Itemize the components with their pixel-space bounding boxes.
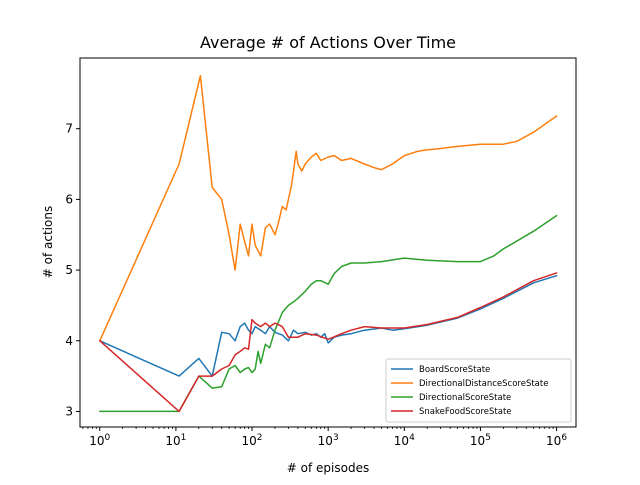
x-tick-exponent: 5 — [485, 433, 491, 443]
x-tick-base: 10 — [470, 434, 485, 448]
y-tick-label: 4 — [65, 334, 73, 348]
x-tick-label: 102 — [242, 433, 263, 448]
series-line-1 — [99, 74, 558, 342]
plot-lines — [99, 74, 558, 413]
x-axis-ticks: 100 101 102 103 104 105 106 — [82, 427, 567, 448]
y-tick-label: 6 — [65, 192, 73, 206]
legend-label-snake-food: SnakeFoodScoreState — [419, 407, 512, 417]
y-axis-ticks: 3 4 5 6 7 — [65, 122, 80, 418]
y-axis-label: # of actions — [41, 206, 55, 278]
x-tick-base: 10 — [165, 434, 180, 448]
x-tick-exponent: 3 — [333, 433, 339, 443]
x-tick-label: 106 — [546, 433, 567, 448]
series-line-3 — [99, 272, 558, 413]
legend-box — [385, 358, 572, 423]
series-line-0 — [99, 274, 558, 377]
chart-title: Average # of Actions Over Time — [200, 33, 456, 52]
x-tick-exponent: 0 — [105, 433, 111, 443]
legend-label-directional: DirectionalScoreState — [419, 393, 511, 403]
x-tick-base: 10 — [394, 434, 409, 448]
legend-label-board: BoardScoreState — [419, 365, 490, 375]
x-tick-exponent: 6 — [561, 433, 567, 443]
y-tick-label: 7 — [65, 122, 73, 136]
series-line-2 — [99, 214, 558, 413]
y-tick-label: 5 — [65, 263, 73, 277]
x-tick-base: 10 — [242, 434, 257, 448]
x-tick-base: 10 — [318, 434, 333, 448]
legend: BoardScoreState DirectionalDistanceScore… — [385, 358, 572, 423]
x-tick-label: 104 — [394, 433, 415, 448]
x-tick-exponent: 4 — [409, 433, 415, 443]
x-tick-base: 10 — [89, 434, 104, 448]
x-tick-label: 100 — [89, 433, 110, 448]
x-tick-label: 101 — [165, 433, 186, 448]
legend-label-directional-distance: DirectionalDistanceScoreState — [419, 379, 548, 389]
x-tick-exponent: 1 — [181, 433, 187, 443]
x-tick-label: 105 — [470, 433, 491, 448]
x-tick-exponent: 2 — [257, 433, 263, 443]
x-tick-base: 10 — [546, 434, 561, 448]
y-tick-label: 3 — [65, 404, 73, 418]
x-tick-label: 103 — [318, 433, 339, 448]
x-axis-label: # of episodes — [287, 461, 369, 475]
